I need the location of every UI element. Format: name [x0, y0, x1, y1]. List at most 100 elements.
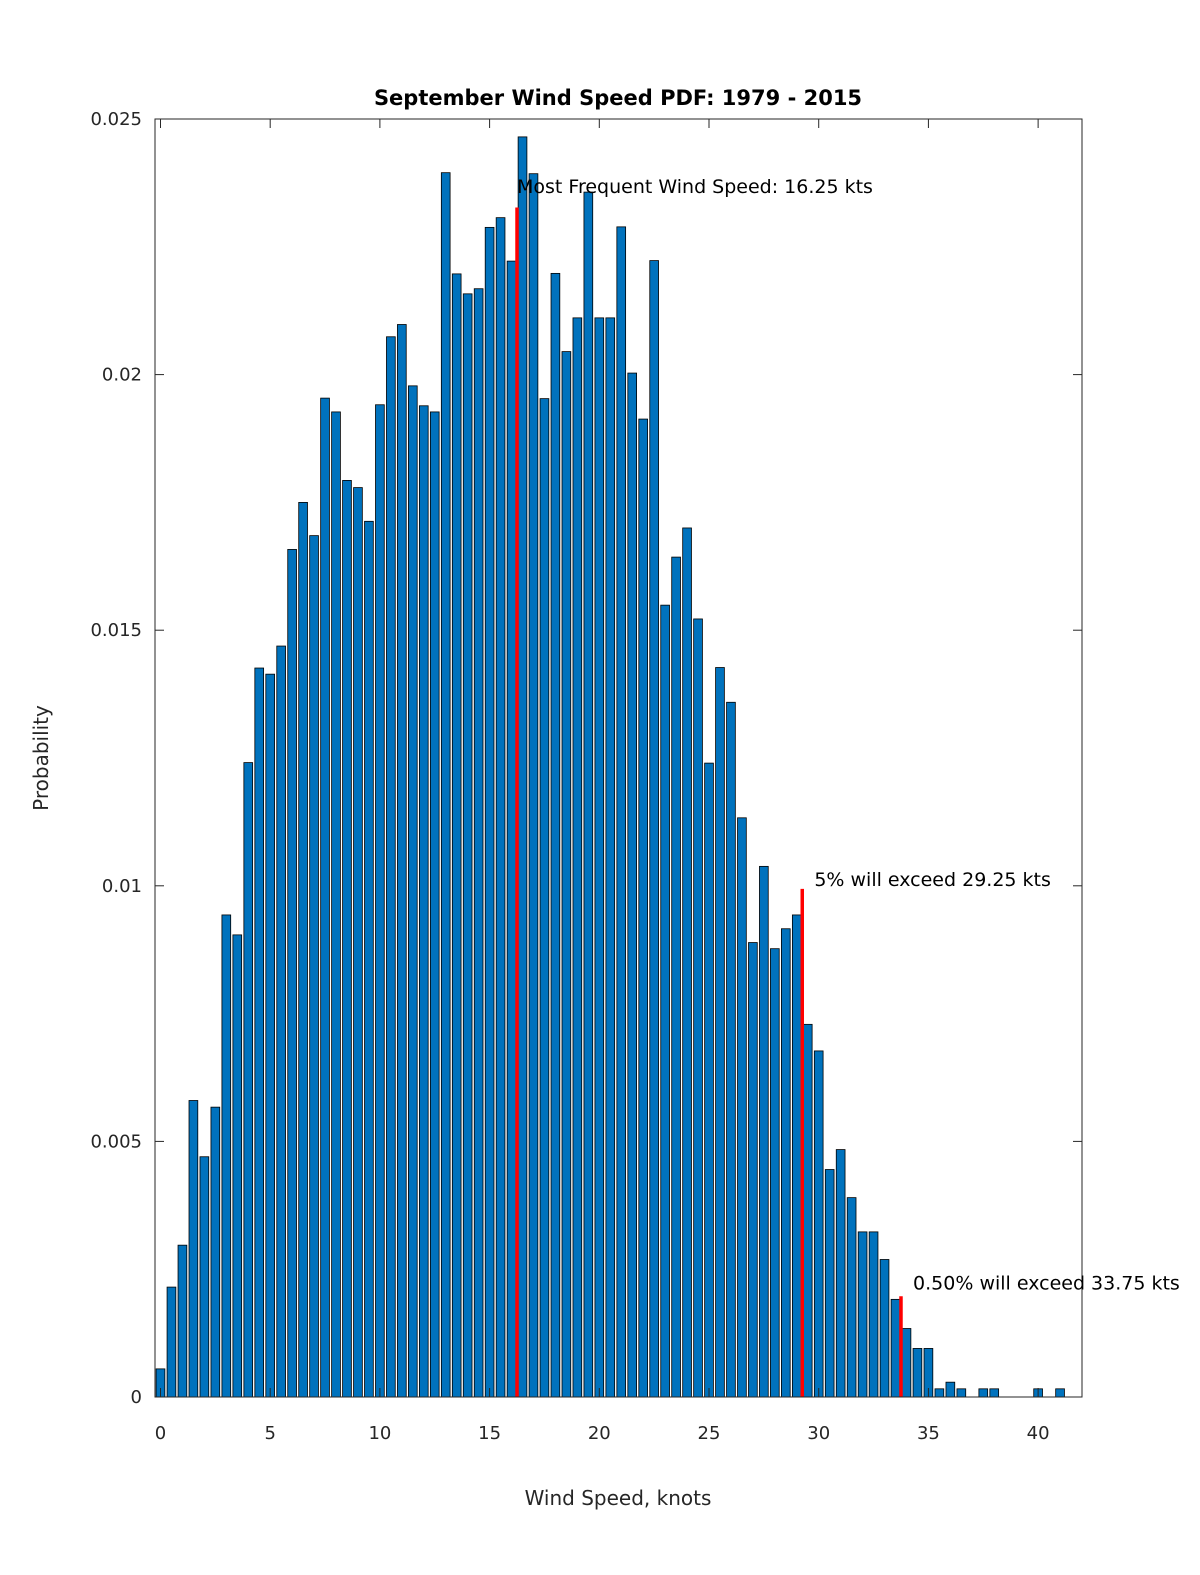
bar [934, 1388, 945, 1398]
x-axis-ticks: 0 5 10 15 20 25 30 35 40 [155, 119, 1050, 1444]
bar [824, 1169, 835, 1398]
bar [846, 1197, 857, 1398]
x-tick-label: 25 [698, 1423, 721, 1444]
annotation-label: 0.50% will exceed 33.75 kts [913, 1273, 1180, 1295]
bar [781, 928, 791, 1398]
x-tick-label: 5 [264, 1423, 275, 1444]
bar [528, 173, 539, 1398]
bar [693, 618, 703, 1398]
bar [638, 418, 648, 1398]
bar [265, 673, 275, 1398]
x-tick-label: 30 [807, 1423, 830, 1444]
bar [759, 865, 769, 1398]
bar [671, 556, 681, 1398]
x-tick-label: 40 [1027, 1423, 1050, 1444]
bar [956, 1388, 967, 1398]
chart-title: September Wind Speed PDF: 1979 - 2015 [374, 86, 862, 110]
bar [682, 527, 692, 1398]
bar [802, 1023, 813, 1398]
bar [660, 604, 670, 1398]
bar [539, 398, 550, 1398]
bar [188, 1100, 199, 1398]
bar [506, 260, 517, 1398]
annotations-group: Most Frequent Wind Speed: 16.25 kts 5% wi… [517, 176, 1180, 1295]
bar [342, 480, 352, 1398]
bar [890, 1298, 901, 1398]
bar [440, 172, 451, 1398]
bar [364, 520, 374, 1398]
y-tick-label: 0.005 [90, 1131, 142, 1152]
bar [298, 501, 308, 1398]
bar [791, 914, 802, 1398]
y-tick-label: 0 [131, 1387, 142, 1408]
x-tick-label: 20 [588, 1423, 611, 1444]
bar [572, 317, 583, 1398]
bar [726, 701, 736, 1398]
annotation-label: 5% will exceed 29.25 kts [814, 869, 1051, 891]
bar [868, 1231, 879, 1398]
bar [462, 293, 473, 1398]
bar [978, 1388, 989, 1398]
x-tick-label: 35 [917, 1423, 940, 1444]
bar [748, 942, 758, 1398]
bar [232, 934, 243, 1398]
bar [616, 226, 627, 1398]
bar [177, 1244, 188, 1398]
x-tick-label: 0 [155, 1423, 166, 1444]
bar [210, 1106, 221, 1398]
annotation-label: Most Frequent Wind Speed: 16.25 kts [517, 176, 873, 198]
bar [1055, 1388, 1065, 1398]
bar [166, 1286, 177, 1398]
bar [254, 667, 265, 1398]
bar [397, 324, 407, 1398]
y-axis-label: Probability [29, 705, 53, 811]
bar [199, 1156, 210, 1398]
bar [605, 317, 616, 1398]
bar [375, 404, 385, 1398]
bar [945, 1381, 956, 1398]
bar [901, 1328, 912, 1398]
bar [517, 136, 528, 1398]
bar [550, 272, 561, 1398]
bar [386, 336, 396, 1398]
plot-frame [154, 118, 1083, 1398]
bar [320, 397, 330, 1398]
bar [495, 217, 506, 1398]
bar [418, 405, 429, 1398]
y-axis-ticks: 0 0.005 0.01 0.015 0.02 0.025 [90, 109, 1082, 1408]
bar [857, 1231, 868, 1398]
x-tick-label: 15 [478, 1423, 501, 1444]
bar [770, 948, 780, 1398]
bar [704, 762, 714, 1398]
bar [879, 1259, 890, 1398]
bar [243, 762, 254, 1398]
bar [473, 288, 484, 1398]
bar [835, 1149, 846, 1398]
y-tick-label: 0.025 [90, 109, 142, 130]
bar [451, 273, 462, 1398]
y-tick-label: 0.015 [90, 620, 142, 641]
y-tick-label: 0.01 [102, 876, 142, 897]
bar [594, 317, 605, 1398]
bar [583, 191, 594, 1398]
bar [429, 411, 440, 1398]
bar [287, 549, 297, 1398]
bar [989, 1388, 1000, 1398]
markers-group [515, 207, 903, 1397]
bar [649, 260, 659, 1398]
bar [912, 1348, 923, 1398]
bar [276, 645, 286, 1398]
bar [484, 226, 495, 1398]
bar [221, 914, 232, 1398]
bar [331, 411, 341, 1398]
bar [353, 487, 363, 1398]
bar [737, 817, 747, 1398]
bar [627, 372, 638, 1398]
y-tick-label: 0.02 [102, 365, 142, 386]
bar [309, 535, 319, 1398]
bar [561, 351, 572, 1398]
x-axis-label: Wind Speed, knots [525, 1486, 712, 1510]
bar [715, 667, 725, 1398]
bar [408, 385, 418, 1398]
